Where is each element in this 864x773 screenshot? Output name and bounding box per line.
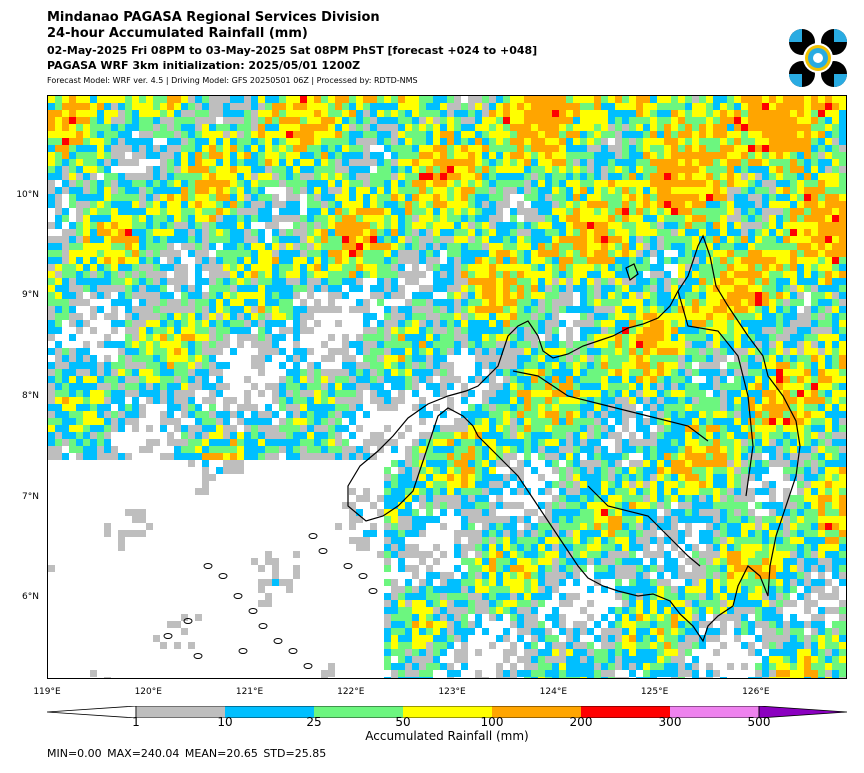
lon-label: 121°E: [235, 687, 264, 697]
colorbar: [47, 706, 847, 718]
island: [233, 593, 243, 599]
lat-label: 6°N: [22, 592, 39, 603]
island: [303, 663, 313, 669]
colorbar-bin: [492, 706, 581, 718]
coastlines: [347, 234, 801, 643]
mindanao-outline: [347, 234, 801, 643]
island-outline: [625, 263, 639, 281]
island: [218, 573, 228, 579]
colorbar-label: Accumulated Rainfall (mm): [365, 729, 529, 743]
lat-label: 7°N: [22, 491, 39, 502]
pagasa-logo-icon: [789, 29, 847, 87]
island: [343, 563, 353, 569]
lon-label: 119°E: [33, 687, 61, 697]
island: [193, 653, 203, 659]
lat-label: 9°N: [22, 290, 39, 301]
colorbar-bin: [225, 706, 314, 718]
lat-label: 10°N: [16, 189, 39, 200]
colorbar-max-extend: [758, 706, 847, 718]
statistics-line: MIN=0.00 MAX=240.04 MEAN=20.65 STD=25.85: [47, 747, 327, 760]
province-boundary: [587, 485, 701, 567]
province-boundary: [512, 370, 709, 442]
colorbar-tick-label: 25: [306, 715, 322, 729]
colorbar-tick-label: 500: [747, 715, 771, 729]
province-boundary: [677, 290, 754, 497]
island: [258, 623, 268, 629]
colorbar-tick-label: 300: [658, 715, 682, 729]
colorbar-bin: [314, 706, 403, 718]
colorbar-bin: [136, 706, 225, 718]
colorbar-bin: [403, 706, 492, 718]
colorbar-tick-label: 1: [132, 715, 140, 729]
island: [288, 648, 298, 654]
lon-label: 124°E: [539, 687, 568, 697]
colorbar-tick-label: 100: [480, 715, 504, 729]
island: [238, 648, 248, 654]
rainfall-map: [47, 95, 847, 684]
colorbar-bin: [670, 706, 759, 718]
initialization-time: PAGASA WRF 3km initialization: 2025/05/0…: [47, 59, 361, 72]
lon-label: 123°E: [438, 687, 466, 697]
model-info: Forecast Model: WRF ver. 4.5 | Driving M…: [47, 76, 418, 85]
lon-label: 120°E: [134, 687, 162, 697]
island: [358, 573, 368, 579]
island: [203, 563, 213, 569]
island: [248, 608, 258, 614]
island: [163, 633, 173, 639]
island: [183, 618, 193, 624]
title-product: 24-hour Accumulated Rainfall (mm): [47, 26, 308, 41]
island: [368, 588, 378, 594]
sulu-islands: [163, 533, 378, 669]
lat-label: 8°N: [22, 391, 39, 402]
title-region: Mindanao PAGASA Regional Services Divisi…: [47, 10, 380, 25]
lon-label: 122°E: [337, 687, 365, 697]
colorbar-bin: [581, 706, 670, 718]
colorbar-tick-label: 200: [569, 715, 593, 729]
colorbar-min-extend: [47, 706, 137, 718]
colorbar-tick-label: 10: [217, 715, 233, 729]
island: [273, 638, 283, 644]
rainfall-map-canvas: [48, 96, 846, 684]
island: [318, 548, 328, 554]
valid-period: 02-May-2025 Fri 08PM to 03-May-2025 Sat …: [47, 44, 538, 57]
rainfall-raster: [48, 96, 846, 684]
colorbar-tick-label: 50: [395, 715, 411, 729]
lon-label: 126°E: [742, 687, 770, 697]
lon-label: 125°E: [640, 687, 669, 697]
island: [308, 533, 318, 539]
